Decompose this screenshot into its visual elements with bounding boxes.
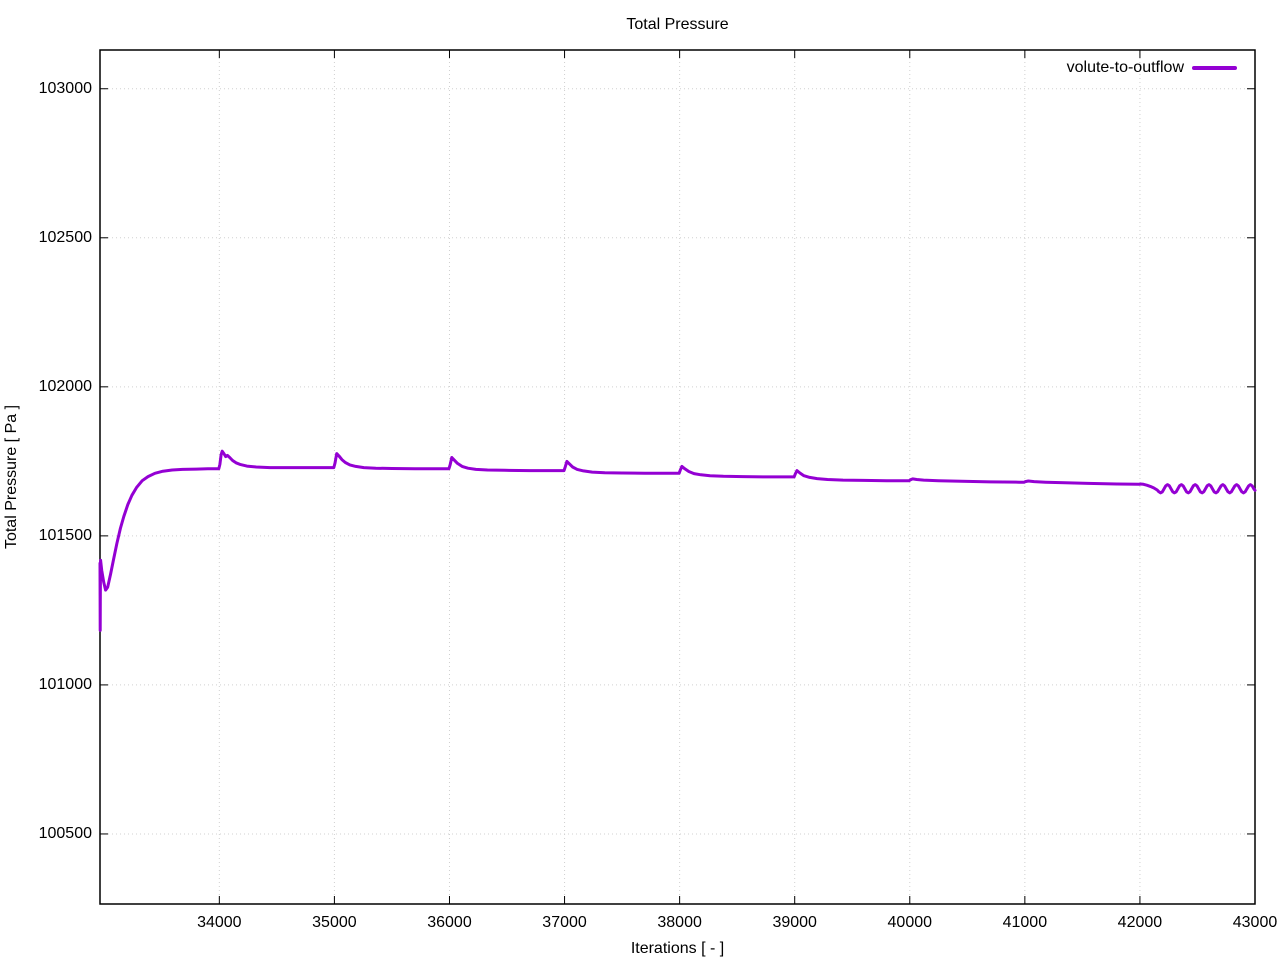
legend: volute-to-outflow (997, 59, 1237, 77)
x-tick-label: 41000 (1002, 914, 1048, 931)
chart-title: Total Pressure (626, 16, 729, 33)
y-tick-label: 102000 (38, 377, 92, 395)
legend-series-label: volute-to-outflow (1066, 59, 1184, 76)
x-tick-label: 43000 (1232, 914, 1278, 931)
x-tick-label: 35000 (312, 914, 357, 931)
legend-line-sample (1192, 66, 1237, 70)
x-tick-label: 34000 (197, 914, 242, 931)
x-tick-label: 42000 (1117, 914, 1163, 931)
y-tick-label: 101500 (38, 526, 92, 544)
plot-border (99, 49, 1256, 905)
x-tick-label: 40000 (887, 914, 933, 931)
series-line-volute-to-outflow (98, 449, 1257, 632)
x-axis-label: Iterations [ - ] (630, 940, 725, 957)
y-tick-label: 103000 (38, 79, 92, 97)
y-tick-label: 100500 (38, 824, 92, 842)
y-tick-label: 101000 (38, 675, 92, 693)
y-tick-label: 102500 (38, 228, 92, 246)
x-tick-label: 36000 (427, 914, 472, 931)
x-tick-label: 38000 (657, 914, 702, 931)
x-tick-label: 39000 (772, 914, 817, 931)
x-tick-label: 37000 (542, 914, 587, 931)
